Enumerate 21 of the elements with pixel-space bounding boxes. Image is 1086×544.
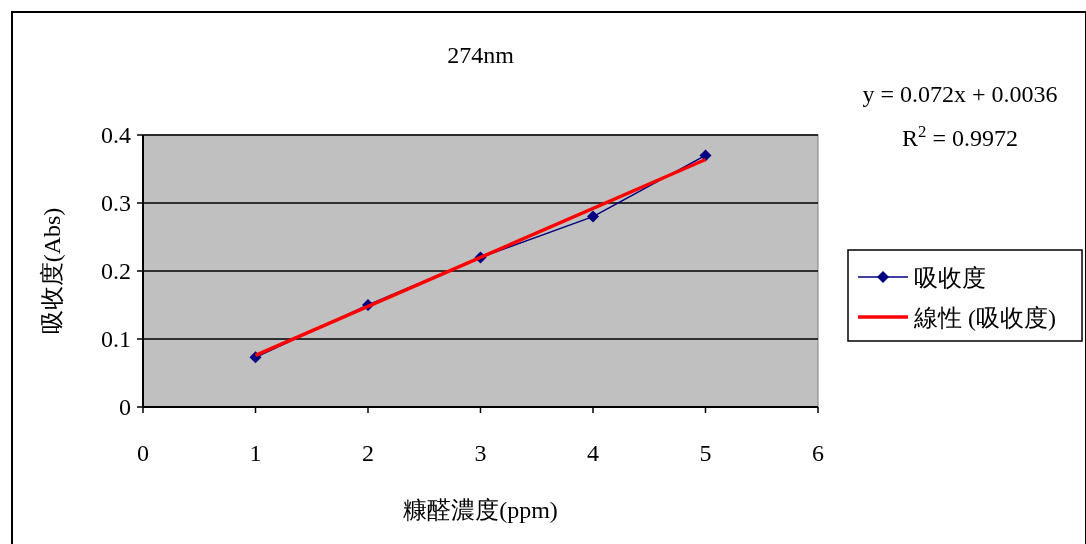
y-tick-label: 0	[119, 394, 131, 420]
x-tick-label: 5	[699, 440, 712, 466]
y-axis-title: 吸收度(Abs)	[39, 207, 65, 335]
x-tick-label: 1	[249, 440, 262, 466]
y-tick-label: 0.4	[101, 122, 131, 148]
x-tick-label: 4	[587, 440, 599, 466]
x-tick-label: 0	[137, 440, 149, 466]
legend-label: 吸收度	[914, 265, 986, 291]
chart-title: 274nm	[447, 42, 515, 68]
text: R$^{2}$ = 0.9972	[902, 121, 1018, 151]
y-tick-label: 0.1	[101, 326, 131, 352]
y-tick-label: 0.2	[101, 258, 131, 284]
x-tick-label: 6	[812, 440, 824, 466]
point	[587, 210, 599, 223]
legend-label: 線性 (吸收度)	[913, 305, 1056, 331]
y-tick-label: 0.3	[101, 190, 131, 216]
x-tick-label: 3	[474, 440, 487, 466]
x-tick-label: 2	[362, 440, 374, 466]
x-axis-title: 糠醛濃度(ppm)	[403, 497, 558, 523]
text: y = 0.072x + 0.0036	[862, 81, 1058, 107]
point	[699, 149, 712, 162]
